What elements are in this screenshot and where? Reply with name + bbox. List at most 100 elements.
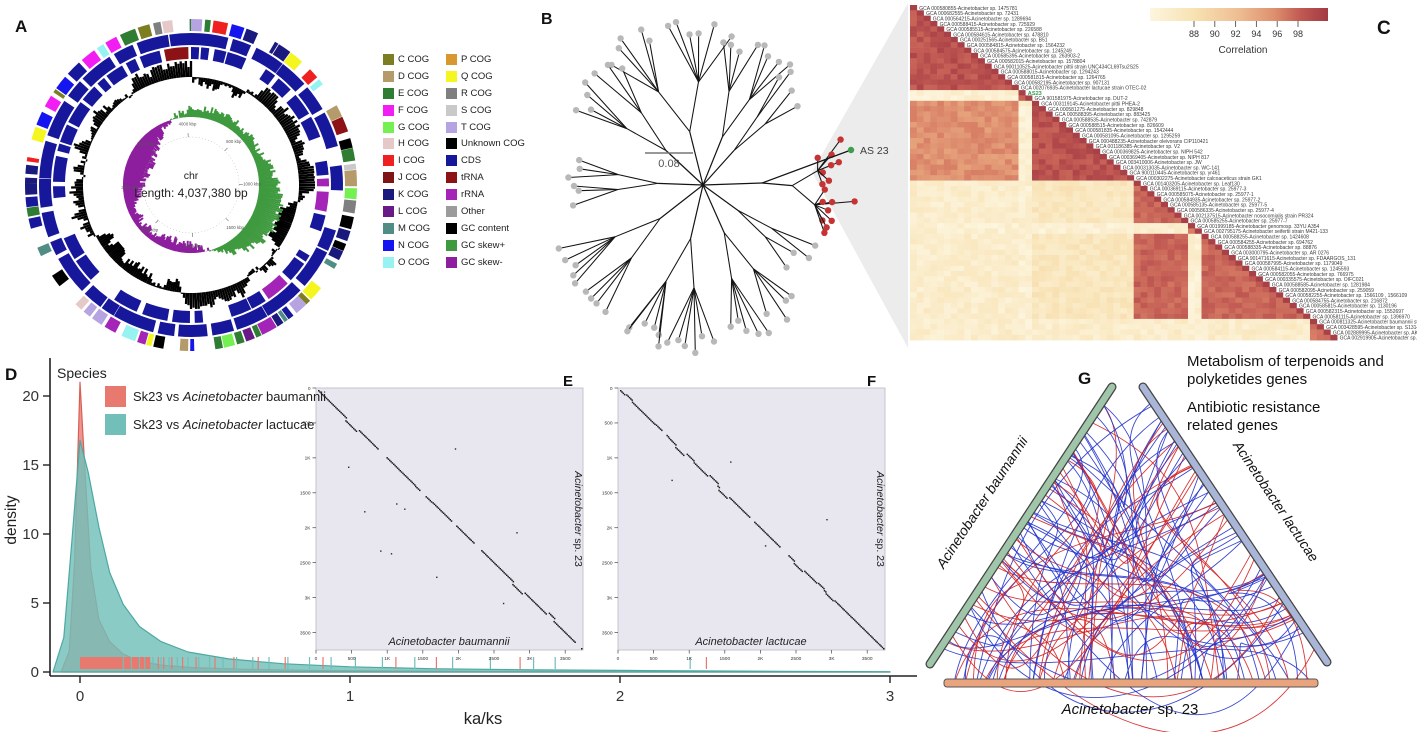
tree-branch — [728, 51, 741, 92]
heatmap-cell — [1106, 191, 1114, 197]
heatmap-cell — [923, 84, 931, 91]
gc-skew-minus-bar — [137, 224, 142, 229]
heatmap-row-label: GCA 000582255-Acinetobacter sp. 1566109 … — [1285, 293, 1407, 299]
heatmap-cell — [1113, 228, 1121, 235]
gc-skew-plus-bar — [202, 106, 207, 119]
heatmap-cell — [1025, 228, 1033, 235]
tree-branch — [693, 287, 696, 353]
gc-content-bar — [229, 284, 237, 298]
heatmap-cell — [1201, 318, 1209, 325]
heatmap-cell — [1093, 308, 1101, 314]
heatmap-cell — [937, 47, 945, 54]
inset-e-diagonal-dot — [561, 628, 563, 631]
gc-skew-minus-bar — [155, 236, 162, 245]
tree-tip — [805, 254, 813, 262]
heatmap-cell — [1276, 308, 1284, 314]
heatmap-cell — [1025, 196, 1033, 203]
heatmap-cell — [1188, 249, 1196, 256]
heatmap-cell — [1160, 302, 1168, 309]
gc-skew-minus-bar — [124, 169, 149, 177]
gc-skew-minus-bar — [154, 236, 160, 244]
heatmap-cell — [923, 68, 931, 75]
synteny-arc — [1123, 630, 1307, 684]
inset-e-diagonal-dot — [403, 473, 405, 476]
inset-f-diagonal-dot — [638, 408, 640, 410]
inset-f-diagonal-dot — [710, 476, 713, 478]
heatmap-cell — [1167, 244, 1175, 251]
gc-content-bar — [101, 240, 111, 248]
heatmap-cell — [937, 271, 945, 277]
heatmap-cell — [1147, 297, 1155, 304]
heatmap-cell — [984, 271, 992, 277]
inset-e-diagonal-dot — [518, 590, 521, 592]
heatmap-cell — [1282, 324, 1290, 330]
tree-branch — [731, 278, 747, 331]
heatmap-cell — [1065, 148, 1073, 155]
heatmap-cell — [1086, 143, 1094, 149]
heatmap-cell — [971, 292, 979, 298]
heatmap-cell — [910, 217, 918, 224]
heatmap-cell — [916, 265, 924, 272]
heatmap-cell — [930, 334, 938, 341]
gc-skew-plus-bar — [257, 169, 271, 174]
heatmap-cell — [991, 185, 999, 192]
cog-legend-item: tRNA — [446, 172, 525, 184]
heatmap-cell — [1269, 318, 1277, 325]
inset-f-y-tick-label: 0 — [610, 386, 613, 392]
heatmap-cell — [1120, 297, 1128, 304]
gc-content-bar — [78, 208, 87, 213]
gc-skew-minus-bar — [176, 241, 181, 252]
heatmap-cell — [1079, 180, 1087, 187]
heatmap-cell — [937, 276, 945, 282]
gc-content-bar — [121, 258, 131, 269]
heatmap-cell — [916, 63, 924, 70]
tree-branch — [590, 109, 628, 130]
gc-skew-minus-bar — [168, 241, 173, 250]
heatmap-cell — [1174, 297, 1182, 304]
heatmap-cell — [957, 90, 965, 96]
heatmap-cell — [1052, 318, 1060, 325]
heatmap-cell — [1140, 217, 1148, 224]
heatmap-cell — [991, 68, 999, 75]
gc-content-bar — [275, 248, 278, 252]
heatmap-cell — [950, 260, 958, 267]
heatmap-cell — [910, 36, 918, 43]
heatmap-cell — [937, 313, 945, 320]
heatmap-cell — [964, 169, 972, 176]
cog-ring-segment — [271, 312, 284, 327]
heatmap-cell — [1235, 276, 1243, 282]
gc-skew-plus-bar — [256, 163, 272, 169]
heatmap-cell — [1018, 212, 1026, 219]
heatmap-cell — [1201, 233, 1209, 240]
cds-ring-segment — [314, 112, 338, 150]
heatmap-cell — [1174, 318, 1182, 325]
cog-legend-item: S COG — [446, 104, 525, 116]
inset-f-diagonal-dot — [661, 429, 663, 432]
gc-content-bar — [107, 242, 121, 255]
tree-tip — [555, 245, 562, 252]
heatmap-cell — [964, 239, 972, 245]
heatmap-cell — [1113, 217, 1121, 224]
heatmap-cell — [1160, 318, 1168, 325]
inset-e-diagonal-dot — [567, 635, 570, 637]
inset-f-diagonal-dot — [698, 467, 701, 469]
heatmap-cell — [1032, 127, 1040, 134]
heatmap-cell — [998, 324, 1006, 330]
heatmap-cell — [1167, 302, 1175, 309]
inset-e-diagonal-dot — [520, 591, 522, 594]
colorbar-title: Correlation — [1219, 45, 1268, 56]
heatmap-cell — [1242, 313, 1250, 320]
gc-content-bar — [131, 77, 141, 91]
heatmap-cell — [1181, 271, 1189, 277]
heatmap-cell — [971, 79, 979, 86]
heatmap-cell — [1099, 217, 1107, 224]
heatmap-cell — [964, 276, 972, 282]
gc-skew-plus-bar — [180, 112, 183, 118]
gc-skew-minus-bar — [151, 236, 157, 242]
synteny-arc — [1049, 449, 1186, 561]
heatmap-cell — [957, 42, 965, 48]
inset-e-x-tick-label: 0 — [315, 656, 318, 662]
heatmap-cell — [1038, 276, 1046, 282]
inset-e-diagonal-dot — [569, 636, 571, 638]
heatmap-cell — [943, 318, 951, 325]
